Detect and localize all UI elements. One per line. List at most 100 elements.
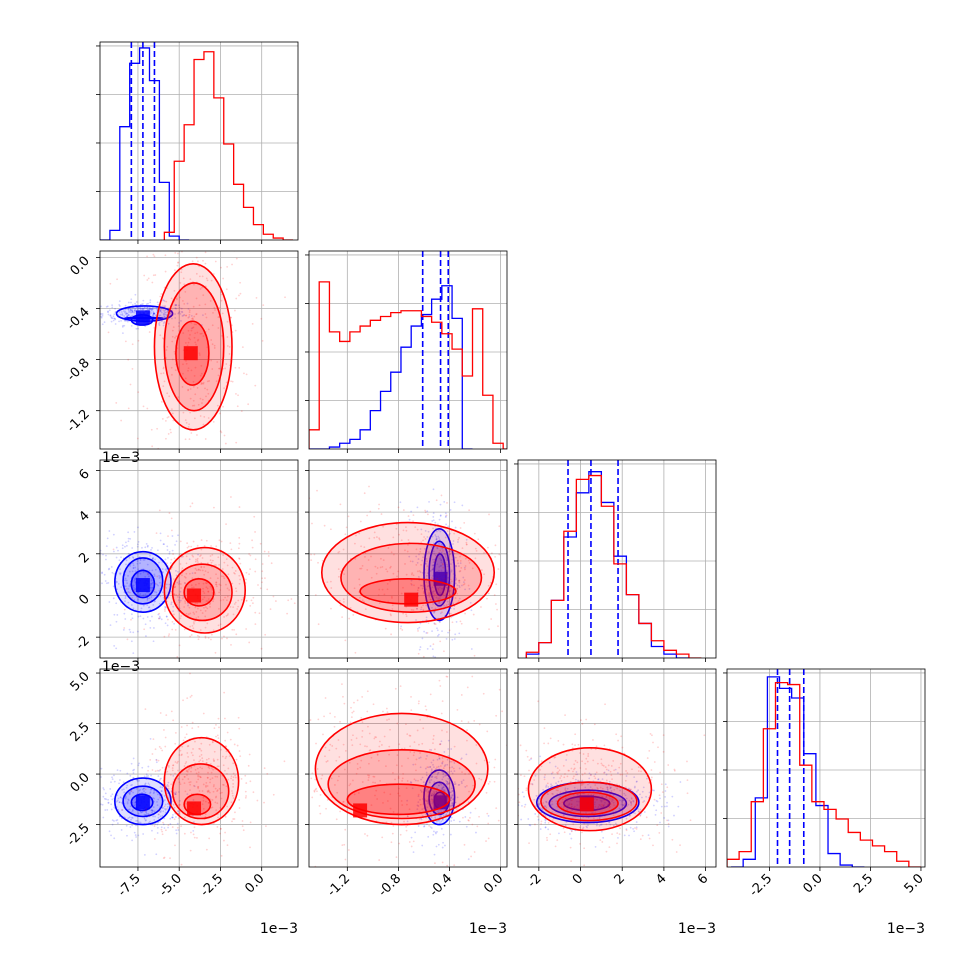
scatter-point bbox=[177, 817, 180, 820]
scatter-point bbox=[189, 278, 192, 281]
scatter-point bbox=[253, 515, 256, 518]
scatter-point bbox=[179, 813, 181, 815]
scatter-point bbox=[148, 784, 151, 786]
scatter-point bbox=[640, 770, 642, 773]
scatter-point bbox=[425, 562, 427, 565]
scatter-point bbox=[614, 768, 617, 771]
y-tick-label: -1.2 bbox=[64, 407, 93, 436]
scatter-point bbox=[564, 787, 567, 790]
scatter-point bbox=[578, 800, 580, 803]
scatter-point bbox=[169, 562, 172, 564]
scatter-point bbox=[625, 775, 628, 777]
scatter-point bbox=[173, 578, 175, 581]
scatter-point bbox=[251, 546, 254, 549]
scatter-point bbox=[142, 559, 145, 561]
scatter-point bbox=[426, 572, 429, 575]
gridlines bbox=[518, 460, 716, 658]
scatter-point bbox=[96, 571, 98, 573]
scatter-point bbox=[368, 749, 371, 752]
scatter-point bbox=[133, 768, 136, 771]
scatter-point bbox=[441, 761, 444, 764]
scatter-point bbox=[201, 569, 204, 572]
scatter-point bbox=[220, 797, 223, 800]
scatter-point bbox=[189, 672, 191, 675]
scatter-point bbox=[181, 315, 184, 317]
scatter-point bbox=[203, 415, 206, 418]
scatter-point bbox=[351, 744, 354, 747]
scatter-point bbox=[127, 552, 130, 555]
scatter-point bbox=[572, 777, 574, 780]
scatter-point bbox=[431, 799, 434, 802]
scatter-point bbox=[199, 415, 202, 417]
scatter-point bbox=[109, 282, 112, 285]
x-tick-label: 5.0 bbox=[902, 871, 927, 896]
scatter-point bbox=[222, 405, 224, 408]
scatter-point bbox=[184, 314, 187, 317]
scatter-point bbox=[240, 410, 243, 413]
scatter-point bbox=[110, 566, 113, 568]
scatter-point bbox=[212, 600, 214, 603]
scatter-point bbox=[178, 601, 181, 604]
scatter-point bbox=[434, 862, 436, 865]
scatter-point bbox=[373, 536, 376, 539]
scatter-point bbox=[435, 790, 438, 793]
scatter-point bbox=[149, 758, 152, 761]
scatter-point bbox=[601, 841, 604, 843]
scatter-point bbox=[152, 312, 155, 314]
scatter-point bbox=[185, 572, 188, 575]
scatter-point bbox=[450, 760, 453, 763]
scatter-point bbox=[432, 516, 435, 518]
scatter-point bbox=[616, 832, 619, 835]
scatter-point bbox=[465, 543, 468, 546]
scatter-point bbox=[188, 438, 191, 441]
scatter-point bbox=[478, 815, 480, 818]
scatter-point bbox=[169, 823, 172, 825]
scatter-point bbox=[360, 567, 363, 570]
scatter-point bbox=[569, 833, 571, 835]
scatter-point bbox=[635, 780, 638, 783]
scatter-point bbox=[544, 818, 547, 821]
scatter-point bbox=[136, 308, 139, 311]
scatter-point bbox=[330, 607, 332, 610]
scatter-point bbox=[385, 568, 388, 571]
scatter-point bbox=[570, 837, 573, 840]
scatter-point bbox=[428, 868, 430, 870]
density-peak bbox=[404, 592, 419, 607]
scatter-point bbox=[235, 758, 238, 761]
scatter-point bbox=[137, 307, 140, 309]
scatter-point bbox=[129, 308, 132, 311]
scatter-point bbox=[600, 795, 603, 798]
scatter-point bbox=[511, 715, 513, 717]
scatter-point bbox=[442, 550, 444, 552]
scatter-point bbox=[370, 555, 372, 558]
scatter-point bbox=[408, 808, 411, 811]
y-tick-label: 5.0 bbox=[68, 669, 93, 694]
scatter-point bbox=[598, 824, 601, 827]
scatter-point bbox=[232, 606, 235, 609]
scatter-point bbox=[171, 816, 174, 819]
scatter-point bbox=[431, 630, 433, 632]
contour-line-2 bbox=[346, 783, 451, 816]
scatter-point bbox=[159, 334, 162, 337]
scatter-point bbox=[210, 359, 213, 362]
scatter-point bbox=[209, 778, 212, 781]
scatter-point bbox=[445, 731, 448, 733]
scatter-point bbox=[136, 562, 139, 565]
scatter-point bbox=[190, 314, 193, 317]
scatter-point bbox=[144, 791, 147, 794]
scatter-point bbox=[527, 590, 529, 592]
scatter-point bbox=[380, 557, 382, 560]
scatter-point bbox=[350, 706, 352, 709]
scatter-point bbox=[125, 541, 127, 544]
scatter-point bbox=[174, 317, 177, 319]
scatter-point bbox=[368, 665, 370, 667]
scatter-point bbox=[240, 598, 243, 601]
scatter-point bbox=[618, 766, 621, 769]
scatter-point bbox=[210, 661, 212, 663]
scatter-point bbox=[658, 832, 661, 834]
scatter-point bbox=[480, 778, 483, 781]
scatter-point bbox=[151, 811, 153, 814]
scatter-point bbox=[189, 411, 192, 414]
scatter-point bbox=[111, 798, 114, 801]
scatter-point bbox=[168, 766, 170, 768]
